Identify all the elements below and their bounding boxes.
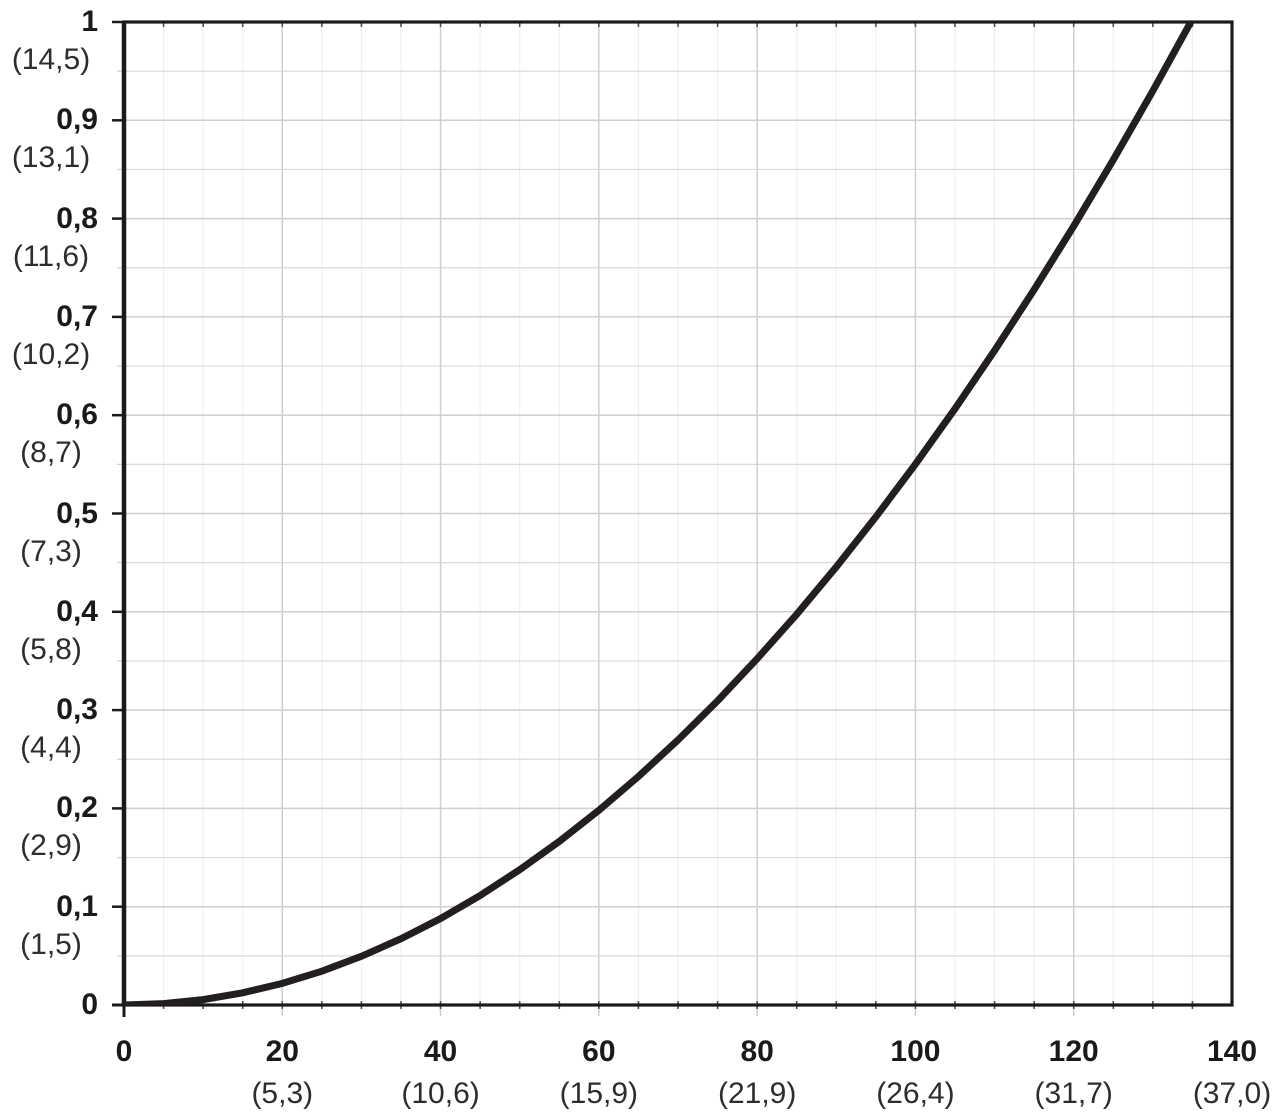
- y-tick-label: 0,3 (4,4): [0, 691, 102, 767]
- y-tick-main: 0,3: [56, 693, 98, 727]
- y-tick-secondary: (1,5): [20, 927, 82, 961]
- x-tick-main: 120: [1048, 1035, 1099, 1068]
- x-tick-label: 20 (5,3): [202, 1032, 362, 1116]
- x-tick-main: 20: [265, 1035, 299, 1068]
- x-tick-main: 60: [582, 1035, 616, 1068]
- y-tick-secondary: (8,7): [20, 436, 82, 470]
- y-tick-main: 0,2: [56, 791, 98, 825]
- y-tick-label: 0,8 (11,6): [0, 200, 102, 276]
- plot-area: [112, 20, 1234, 1017]
- y-tick-main: 0,5: [56, 496, 98, 530]
- x-tick-label: 80 (21,9): [677, 1032, 837, 1116]
- x-tick-main: 40: [423, 1035, 458, 1068]
- y-tick-label: 0,4 (5,8): [0, 593, 102, 669]
- x-tick-label: 0: [44, 1032, 204, 1072]
- x-tick-main: 80: [740, 1035, 774, 1068]
- y-tick-label: 0,6 (8,7): [0, 396, 102, 472]
- x-tick-secondary: (21,9): [717, 1077, 797, 1110]
- y-tick-secondary: (5,8): [20, 632, 82, 666]
- x-tick-secondary: (15,9): [559, 1077, 639, 1110]
- y-tick-main: 1: [81, 5, 98, 38]
- y-tick-main: 0: [81, 988, 98, 1021]
- x-tick-secondary: (26,4): [876, 1077, 955, 1110]
- y-tick-secondary: (11,6): [12, 239, 90, 273]
- y-tick-main: 0,7: [56, 299, 98, 333]
- y-tick-main: 0,9: [56, 103, 98, 137]
- x-tick-label: 40 (10,6): [361, 1032, 521, 1116]
- x-tick-secondary: (5,3): [251, 1077, 314, 1110]
- x-tick-label: 120 (31,7): [994, 1032, 1154, 1116]
- y-tick-label: 0,1 (1,5): [0, 888, 102, 964]
- y-tick-label: 0,2 (2,9): [0, 789, 102, 865]
- y-tick-label: 1 (14,5): [0, 3, 102, 79]
- y-tick-secondary: (14,5): [11, 43, 91, 76]
- y-tick-secondary: (10,2): [11, 337, 91, 371]
- y-tick-main: 0,1: [56, 889, 98, 923]
- x-tick-label: 60 (15,9): [519, 1032, 679, 1116]
- y-tick-secondary: (4,4): [20, 731, 82, 765]
- x-tick-label: 100 (26,4): [835, 1032, 995, 1116]
- x-tick-secondary: (31,7): [1034, 1077, 1113, 1110]
- y-tick-label: 0,9 (13,1): [0, 101, 102, 177]
- y-tick-label: 0: [0, 986, 102, 1024]
- x-tick-secondary: (10,6): [401, 1077, 480, 1110]
- y-tick-secondary: (2,9): [20, 829, 82, 863]
- y-tick-secondary: (7,3): [20, 534, 82, 568]
- x-tick-main: 0: [115, 1035, 133, 1068]
- x-tick-main: 100: [890, 1035, 941, 1068]
- x-tick-secondary: (37,0): [1192, 1077, 1272, 1110]
- y-tick-main: 0,8: [56, 201, 98, 235]
- x-tick-main: 140: [1206, 1035, 1258, 1068]
- y-tick-label: 0,5 (7,3): [0, 495, 102, 571]
- y-tick-main: 0,4: [56, 594, 98, 628]
- y-tick-secondary: (13,1): [11, 141, 91, 175]
- y-tick-main: 0,6: [56, 398, 98, 432]
- x-tick-label: 140 (37,0): [1152, 1032, 1280, 1116]
- curve-line: [124, 22, 1195, 1005]
- y-tick-label: 0,7 (10,2): [0, 298, 102, 374]
